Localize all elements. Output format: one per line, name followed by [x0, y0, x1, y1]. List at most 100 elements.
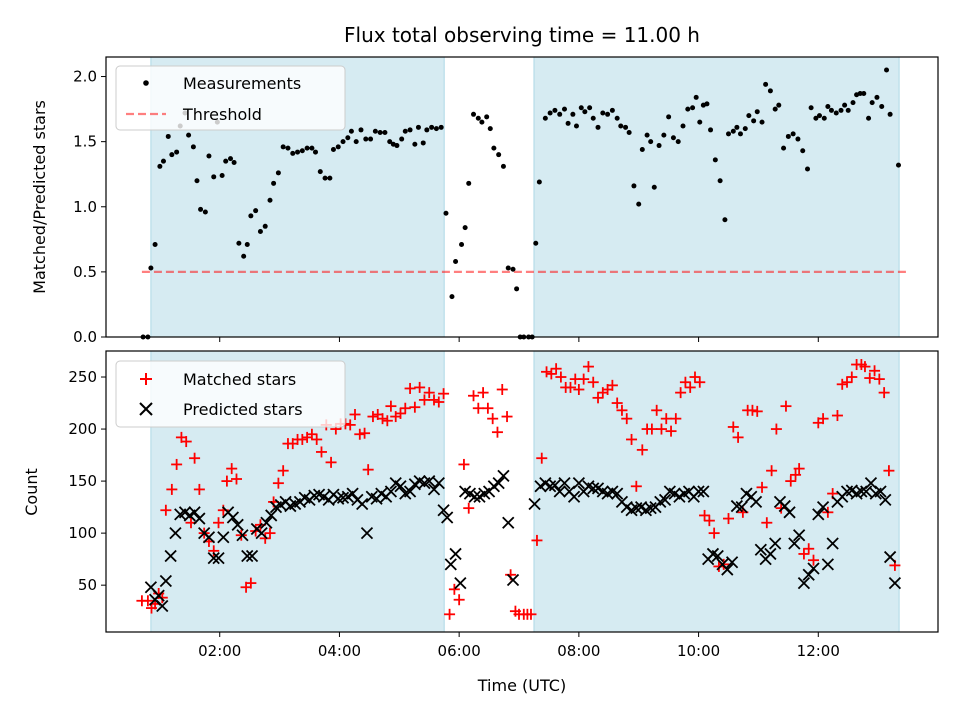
legend-predicted-marker — [139, 402, 153, 416]
predicted-star-point — [265, 509, 278, 522]
measurement-point — [402, 128, 408, 134]
predicted-star-point — [812, 508, 825, 521]
matched-star-point — [592, 392, 604, 404]
predicted-star-point — [231, 518, 244, 531]
top-y-ticks: 0.0 0.5 1.0 1.5 2.0 — [73, 68, 106, 346]
measurement-point — [866, 115, 872, 121]
predicted-star-point — [840, 485, 854, 498]
measurement-point — [253, 208, 259, 214]
matched-star-point — [414, 381, 426, 393]
predicted-star-point — [217, 531, 230, 544]
matched-star-point — [793, 463, 805, 475]
measurement-point — [438, 124, 444, 130]
matched-star-point — [160, 504, 172, 516]
predicted-star-point — [543, 480, 557, 493]
predicted-star-point — [826, 537, 839, 550]
measurement-point — [675, 139, 681, 145]
measurement-point — [587, 105, 593, 111]
measurement-point — [825, 103, 831, 109]
bottom-x-ticks: 02:00 04:00 06:00 08:00 10:00 12:00 — [198, 632, 840, 660]
measurement-point — [781, 145, 787, 151]
measurement-point — [295, 149, 301, 155]
matched-star-point — [367, 411, 379, 423]
matched-star-point — [311, 433, 323, 445]
predicted-star-point — [346, 487, 359, 500]
measurement-point — [330, 146, 336, 152]
measurement-point — [763, 81, 769, 87]
measurement-point — [547, 110, 553, 116]
predicted-star-point — [236, 529, 249, 542]
matched-star-point — [817, 413, 829, 425]
matched-star-point — [555, 371, 567, 383]
predicted-star-point — [692, 485, 705, 498]
measurement-point — [722, 217, 728, 223]
measurement-point — [241, 253, 247, 259]
matched-star-point — [679, 376, 691, 388]
matched-star-point — [444, 608, 456, 620]
predicted-star-point — [226, 511, 240, 524]
measurement-point — [322, 175, 328, 181]
matched-star-point — [142, 595, 154, 607]
measurement-point — [443, 210, 449, 216]
measurement-point — [420, 140, 426, 146]
matched-star-point — [670, 413, 682, 425]
measurement-point — [358, 127, 364, 133]
measurement-point — [211, 174, 217, 180]
top-y-axis-label: Matched/Predicted stars — [30, 100, 49, 294]
measurement-point — [573, 123, 579, 129]
matched-star-point — [399, 402, 411, 414]
predicted-star-point — [245, 549, 259, 563]
measurement-point — [327, 175, 333, 181]
measurement-point — [165, 133, 171, 139]
measurement-point — [690, 105, 696, 111]
matched-star-point — [501, 411, 513, 423]
predicted-star-point — [553, 485, 566, 498]
matched-star-point — [836, 378, 848, 390]
matched-star-point — [713, 560, 725, 572]
predicted-star-point — [241, 549, 254, 563]
measurement-point — [666, 114, 672, 120]
predicted-star-point — [449, 547, 462, 561]
measurement-point — [424, 127, 430, 133]
bottom-y-tick-label: 100 — [68, 524, 97, 542]
measurement-point — [275, 170, 281, 176]
predicted-star-point — [332, 492, 345, 505]
predicted-star-point — [468, 490, 481, 503]
matched-star-point — [385, 400, 397, 412]
legend-matched-marker — [140, 373, 152, 385]
predicted-star-point — [611, 487, 624, 500]
measurement-point — [363, 136, 369, 142]
measurement-point — [570, 111, 576, 117]
measurement-point — [484, 114, 490, 120]
predicted-star-point — [444, 558, 457, 571]
predicted-star-point — [769, 537, 782, 550]
measurement-point — [399, 136, 405, 142]
predicted-star-point — [874, 485, 887, 498]
measurement-point — [712, 157, 718, 163]
measurement-point — [148, 265, 154, 271]
measurement-point — [186, 132, 192, 138]
measurement-point — [746, 113, 752, 119]
measurement-point — [353, 139, 359, 145]
measurement-point — [415, 124, 421, 130]
predicted-star-point — [188, 506, 201, 519]
matched-star-point — [362, 464, 374, 476]
matched-star-point — [213, 517, 225, 529]
matched-star-point — [377, 413, 389, 425]
measurement-point — [759, 119, 765, 125]
measurement-point — [670, 135, 676, 141]
measurement-point — [433, 126, 439, 132]
bottom-y-tick-label: 150 — [68, 472, 97, 490]
bottom-y-ticks: 50 100 150 200 250 — [68, 368, 106, 594]
measurement-point — [312, 149, 318, 155]
matched-star-point — [536, 452, 548, 464]
matched-star-point — [564, 381, 576, 393]
predicted-star-point — [658, 493, 672, 506]
measurement-point — [644, 132, 650, 138]
measurement-point — [198, 206, 204, 212]
measurement-point — [821, 115, 827, 121]
matched-star-point — [646, 423, 658, 435]
matched-star-point — [636, 444, 648, 456]
matched-star-point — [790, 469, 802, 481]
